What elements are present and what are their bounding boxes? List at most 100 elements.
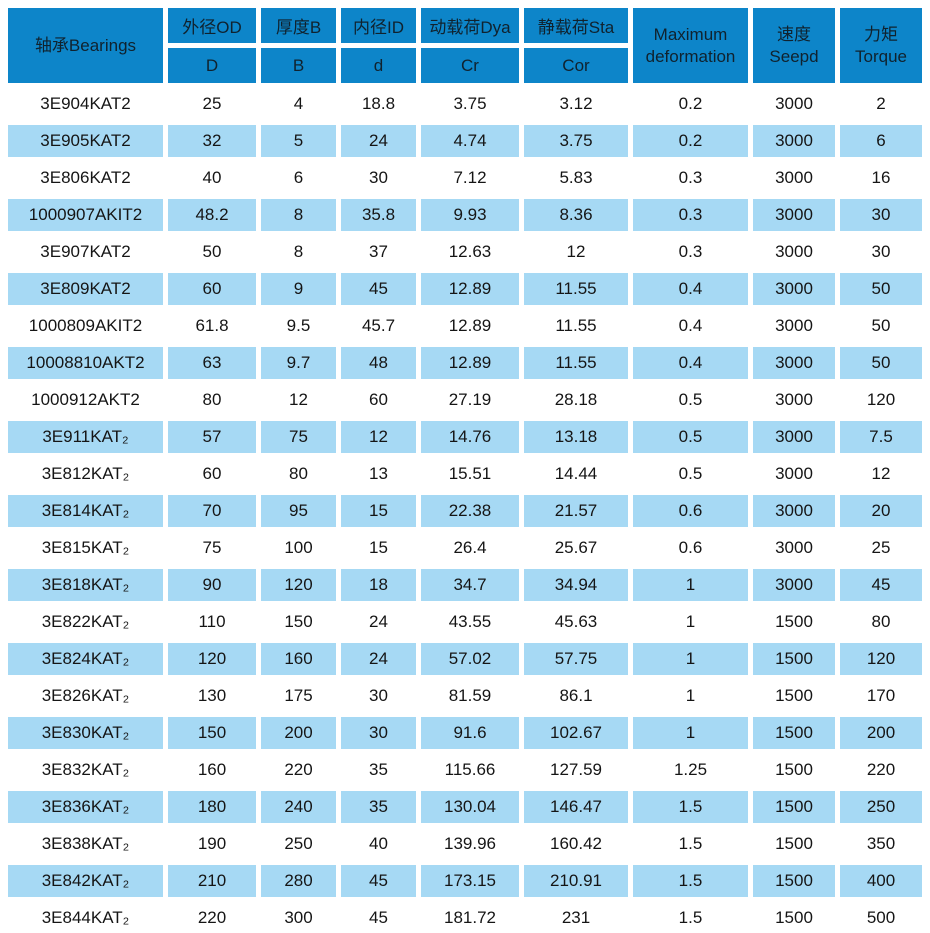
cell-model: 1000907AKIT2	[8, 199, 163, 231]
header-speed-line2: Seepd	[769, 46, 819, 66]
cell-speed: 3000	[753, 384, 835, 416]
cell-maxdef: 1	[633, 606, 748, 638]
cell-speed: 3000	[753, 310, 835, 342]
header-thickness-symbol: B	[261, 48, 336, 83]
cell-maxdef: 0.2	[633, 125, 748, 157]
cell-cor: 127.59	[524, 754, 628, 786]
table-row: 3E832KAT₂ 160 220 35 115.66 127.59 1.25 1500 220	[8, 754, 922, 786]
cell-cr: 7.12	[421, 162, 519, 194]
cell-model: 3E911KAT₂	[8, 421, 163, 453]
cell-torque: 30	[840, 199, 922, 231]
table-row: 3E815KAT₂ 75 100 15 26.4 25.67 0.6 3000 25	[8, 532, 922, 564]
cell-cr: 26.4	[421, 532, 519, 564]
cell-cor: 146.47	[524, 791, 628, 823]
cell-cor: 11.55	[524, 273, 628, 305]
cell-model: 3E815KAT₂	[8, 532, 163, 564]
table-row: 3E814KAT₂ 70 95 15 22.38 21.57 0.6 3000 20	[8, 495, 922, 527]
cell-maxdef: 1	[633, 717, 748, 749]
cell-id: 45.7	[341, 310, 416, 342]
cell-od: 60	[168, 458, 256, 490]
cell-cr: 43.55	[421, 606, 519, 638]
cell-id: 15	[341, 532, 416, 564]
cell-cr: 4.74	[421, 125, 519, 157]
cell-cr: 12.89	[421, 347, 519, 379]
cell-id: 30	[341, 162, 416, 194]
table-row: 3E844KAT₂ 220 300 45 181.72 231 1.5 1500 500	[8, 902, 922, 933]
cell-id: 24	[341, 125, 416, 157]
header-torque: 力矩 Torque	[840, 8, 922, 83]
cell-od: 75	[168, 532, 256, 564]
cell-b: 160	[261, 643, 336, 675]
cell-maxdef: 1.5	[633, 902, 748, 933]
cell-id: 24	[341, 606, 416, 638]
cell-od: 150	[168, 717, 256, 749]
cell-cor: 5.83	[524, 162, 628, 194]
cell-torque: 500	[840, 902, 922, 933]
table-row: 3E842KAT₂ 210 280 45 173.15 210.91 1.5 1500 400	[8, 865, 922, 897]
cell-od: 50	[168, 236, 256, 268]
cell-torque: 200	[840, 717, 922, 749]
cell-cr: 12.89	[421, 273, 519, 305]
cell-cor: 3.12	[524, 88, 628, 120]
header-torque-line2: Torque	[855, 46, 907, 66]
cell-speed: 3000	[753, 532, 835, 564]
cell-id: 35	[341, 791, 416, 823]
cell-torque: 25	[840, 532, 922, 564]
cell-model: 3E838KAT₂	[8, 828, 163, 860]
cell-od: 80	[168, 384, 256, 416]
cell-model: 3E905KAT2	[8, 125, 163, 157]
cell-torque: 400	[840, 865, 922, 897]
cell-id: 12	[341, 421, 416, 453]
cell-od: 70	[168, 495, 256, 527]
cell-speed: 1500	[753, 680, 835, 712]
cell-od: 25	[168, 88, 256, 120]
cell-cr: 115.66	[421, 754, 519, 786]
cell-cr: 181.72	[421, 902, 519, 933]
cell-od: 61.8	[168, 310, 256, 342]
cell-cr: 22.38	[421, 495, 519, 527]
cell-speed: 1500	[753, 828, 835, 860]
cell-speed: 1500	[753, 791, 835, 823]
cell-maxdef: 1	[633, 643, 748, 675]
header-thickness: 厚度B	[261, 8, 336, 43]
cell-speed: 3000	[753, 88, 835, 120]
cell-speed: 3000	[753, 162, 835, 194]
cell-b: 220	[261, 754, 336, 786]
cell-b: 4	[261, 88, 336, 120]
header-id: 内径ID	[341, 8, 416, 43]
cell-b: 250	[261, 828, 336, 860]
cell-maxdef: 0.6	[633, 495, 748, 527]
cell-id: 35	[341, 754, 416, 786]
cell-cr: 12.63	[421, 236, 519, 268]
header-row-sub: D B d Cr Cor	[8, 48, 922, 83]
cell-speed: 3000	[753, 273, 835, 305]
cell-model: 3E814KAT₂	[8, 495, 163, 527]
cell-b: 120	[261, 569, 336, 601]
cell-torque: 250	[840, 791, 922, 823]
cell-torque: 50	[840, 273, 922, 305]
cell-cr: 27.19	[421, 384, 519, 416]
cell-od: 63	[168, 347, 256, 379]
table-row: 3E806KAT2 40 6 30 7.12 5.83 0.3 3000 16	[8, 162, 922, 194]
cell-model: 3E812KAT₂	[8, 458, 163, 490]
cell-cr: 15.51	[421, 458, 519, 490]
cell-b: 280	[261, 865, 336, 897]
cell-speed: 3000	[753, 236, 835, 268]
table-header: 轴承Bearings 外径OD 厚度B 内径ID 动载荷Dya 静载荷Sta M…	[8, 8, 922, 83]
header-speed-line1: 速度	[777, 25, 811, 45]
cell-b: 80	[261, 458, 336, 490]
cell-cr: 9.93	[421, 199, 519, 231]
header-max-deformation: Maximum deformation	[633, 8, 748, 83]
cell-b: 5	[261, 125, 336, 157]
cell-speed: 1500	[753, 865, 835, 897]
cell-od: 210	[168, 865, 256, 897]
header-row-top: 轴承Bearings 外径OD 厚度B 内径ID 动载荷Dya 静载荷Sta M…	[8, 8, 922, 83]
cell-torque: 7.5	[840, 421, 922, 453]
cell-b: 6	[261, 162, 336, 194]
cell-torque: 16	[840, 162, 922, 194]
cell-model: 1000912AKT2	[8, 384, 163, 416]
cell-speed: 3000	[753, 421, 835, 453]
cell-cor: 14.44	[524, 458, 628, 490]
table-row: 3E830KAT₂ 150 200 30 91.6 102.67 1 1500 200	[8, 717, 922, 749]
cell-cr: 130.04	[421, 791, 519, 823]
